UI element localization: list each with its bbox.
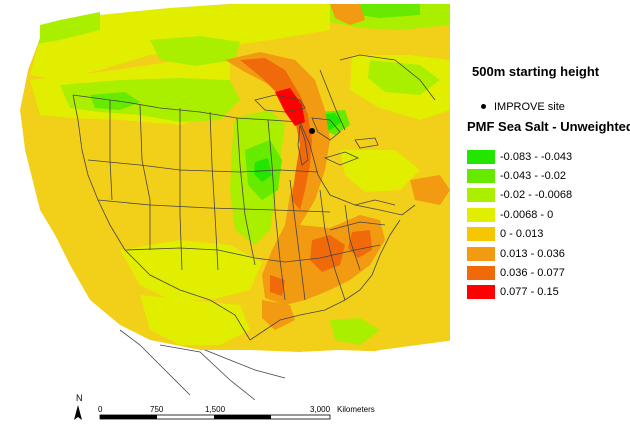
legend-item: 0.013 - 0.036: [467, 244, 572, 263]
scale-bar: 0 750 1,500 3,000 Kilometers: [98, 405, 375, 420]
improve-site-marker: [309, 128, 315, 134]
legend-item: -0.043 - -0.02: [467, 166, 572, 185]
legend-label: 0.036 - 0.077: [500, 267, 565, 280]
legend-label: -0.02 - -0.0068: [500, 189, 573, 202]
north-label: N: [76, 393, 83, 403]
scale-tick-1500: 1,500: [205, 405, 226, 414]
legend-swatch: [467, 285, 495, 300]
map-panel[interactable]: N 0 750 1,500 3,000 Kilometers: [0, 0, 455, 427]
ocean-mask: [0, 0, 455, 427]
great-lakes: [254, 94, 379, 166]
legend-swatch: [467, 266, 495, 281]
legend-label: 0 - 0.013: [500, 228, 544, 241]
class-red: [275, 88, 305, 126]
legend-item: -0.0068 - 0: [467, 205, 572, 224]
legend-label: -0.0068 - 0: [500, 208, 554, 221]
legend-title: PMF Sea Salt - Unweighted: [467, 119, 630, 134]
legend-item: 0.077 - 0.15: [467, 283, 572, 302]
legend-label: -0.043 - -0.02: [500, 170, 567, 183]
legend-label: 0.013 - 0.036: [500, 247, 565, 260]
site-legend-label: IMPROVE site: [494, 101, 565, 113]
legend-label: 0.077 - 0.15: [500, 286, 559, 299]
map-canvas[interactable]: N 0 750 1,500 3,000 Kilometers: [0, 0, 455, 427]
legend-swatch: [467, 169, 495, 184]
scale-tick-0: 0: [98, 405, 103, 414]
legend-item: -0.02 - -0.0068: [467, 186, 572, 205]
legend-item: -0.083 - -0.043: [467, 147, 572, 166]
legend-items: -0.083 - -0.043 -0.043 - -0.02 -0.02 - -…: [467, 147, 572, 302]
legend-panel: 500m starting height IMPROVE site PMF Se…: [455, 0, 630, 427]
scale-tick-750: 750: [150, 405, 164, 414]
legend-swatch: [467, 149, 495, 164]
site-legend-entry: IMPROVE site: [481, 101, 565, 113]
scale-tick-3000: 3,000: [310, 405, 331, 414]
legend-label: -0.083 - -0.043: [500, 150, 573, 163]
boundary-lines: [72, 54, 436, 401]
site-dot-icon: [481, 103, 486, 109]
legend-item: 0.036 - 0.077: [467, 263, 572, 282]
legend-swatch: [467, 188, 495, 203]
scale-unit: Kilometers: [337, 405, 375, 414]
legend-swatch: [467, 246, 495, 261]
legend-item: 0 - 0.013: [467, 225, 572, 244]
map-heading: 500m starting height: [472, 64, 600, 79]
legend-swatch: [467, 227, 495, 242]
north-arrow: N: [74, 393, 83, 420]
legend-swatch: [467, 207, 495, 222]
